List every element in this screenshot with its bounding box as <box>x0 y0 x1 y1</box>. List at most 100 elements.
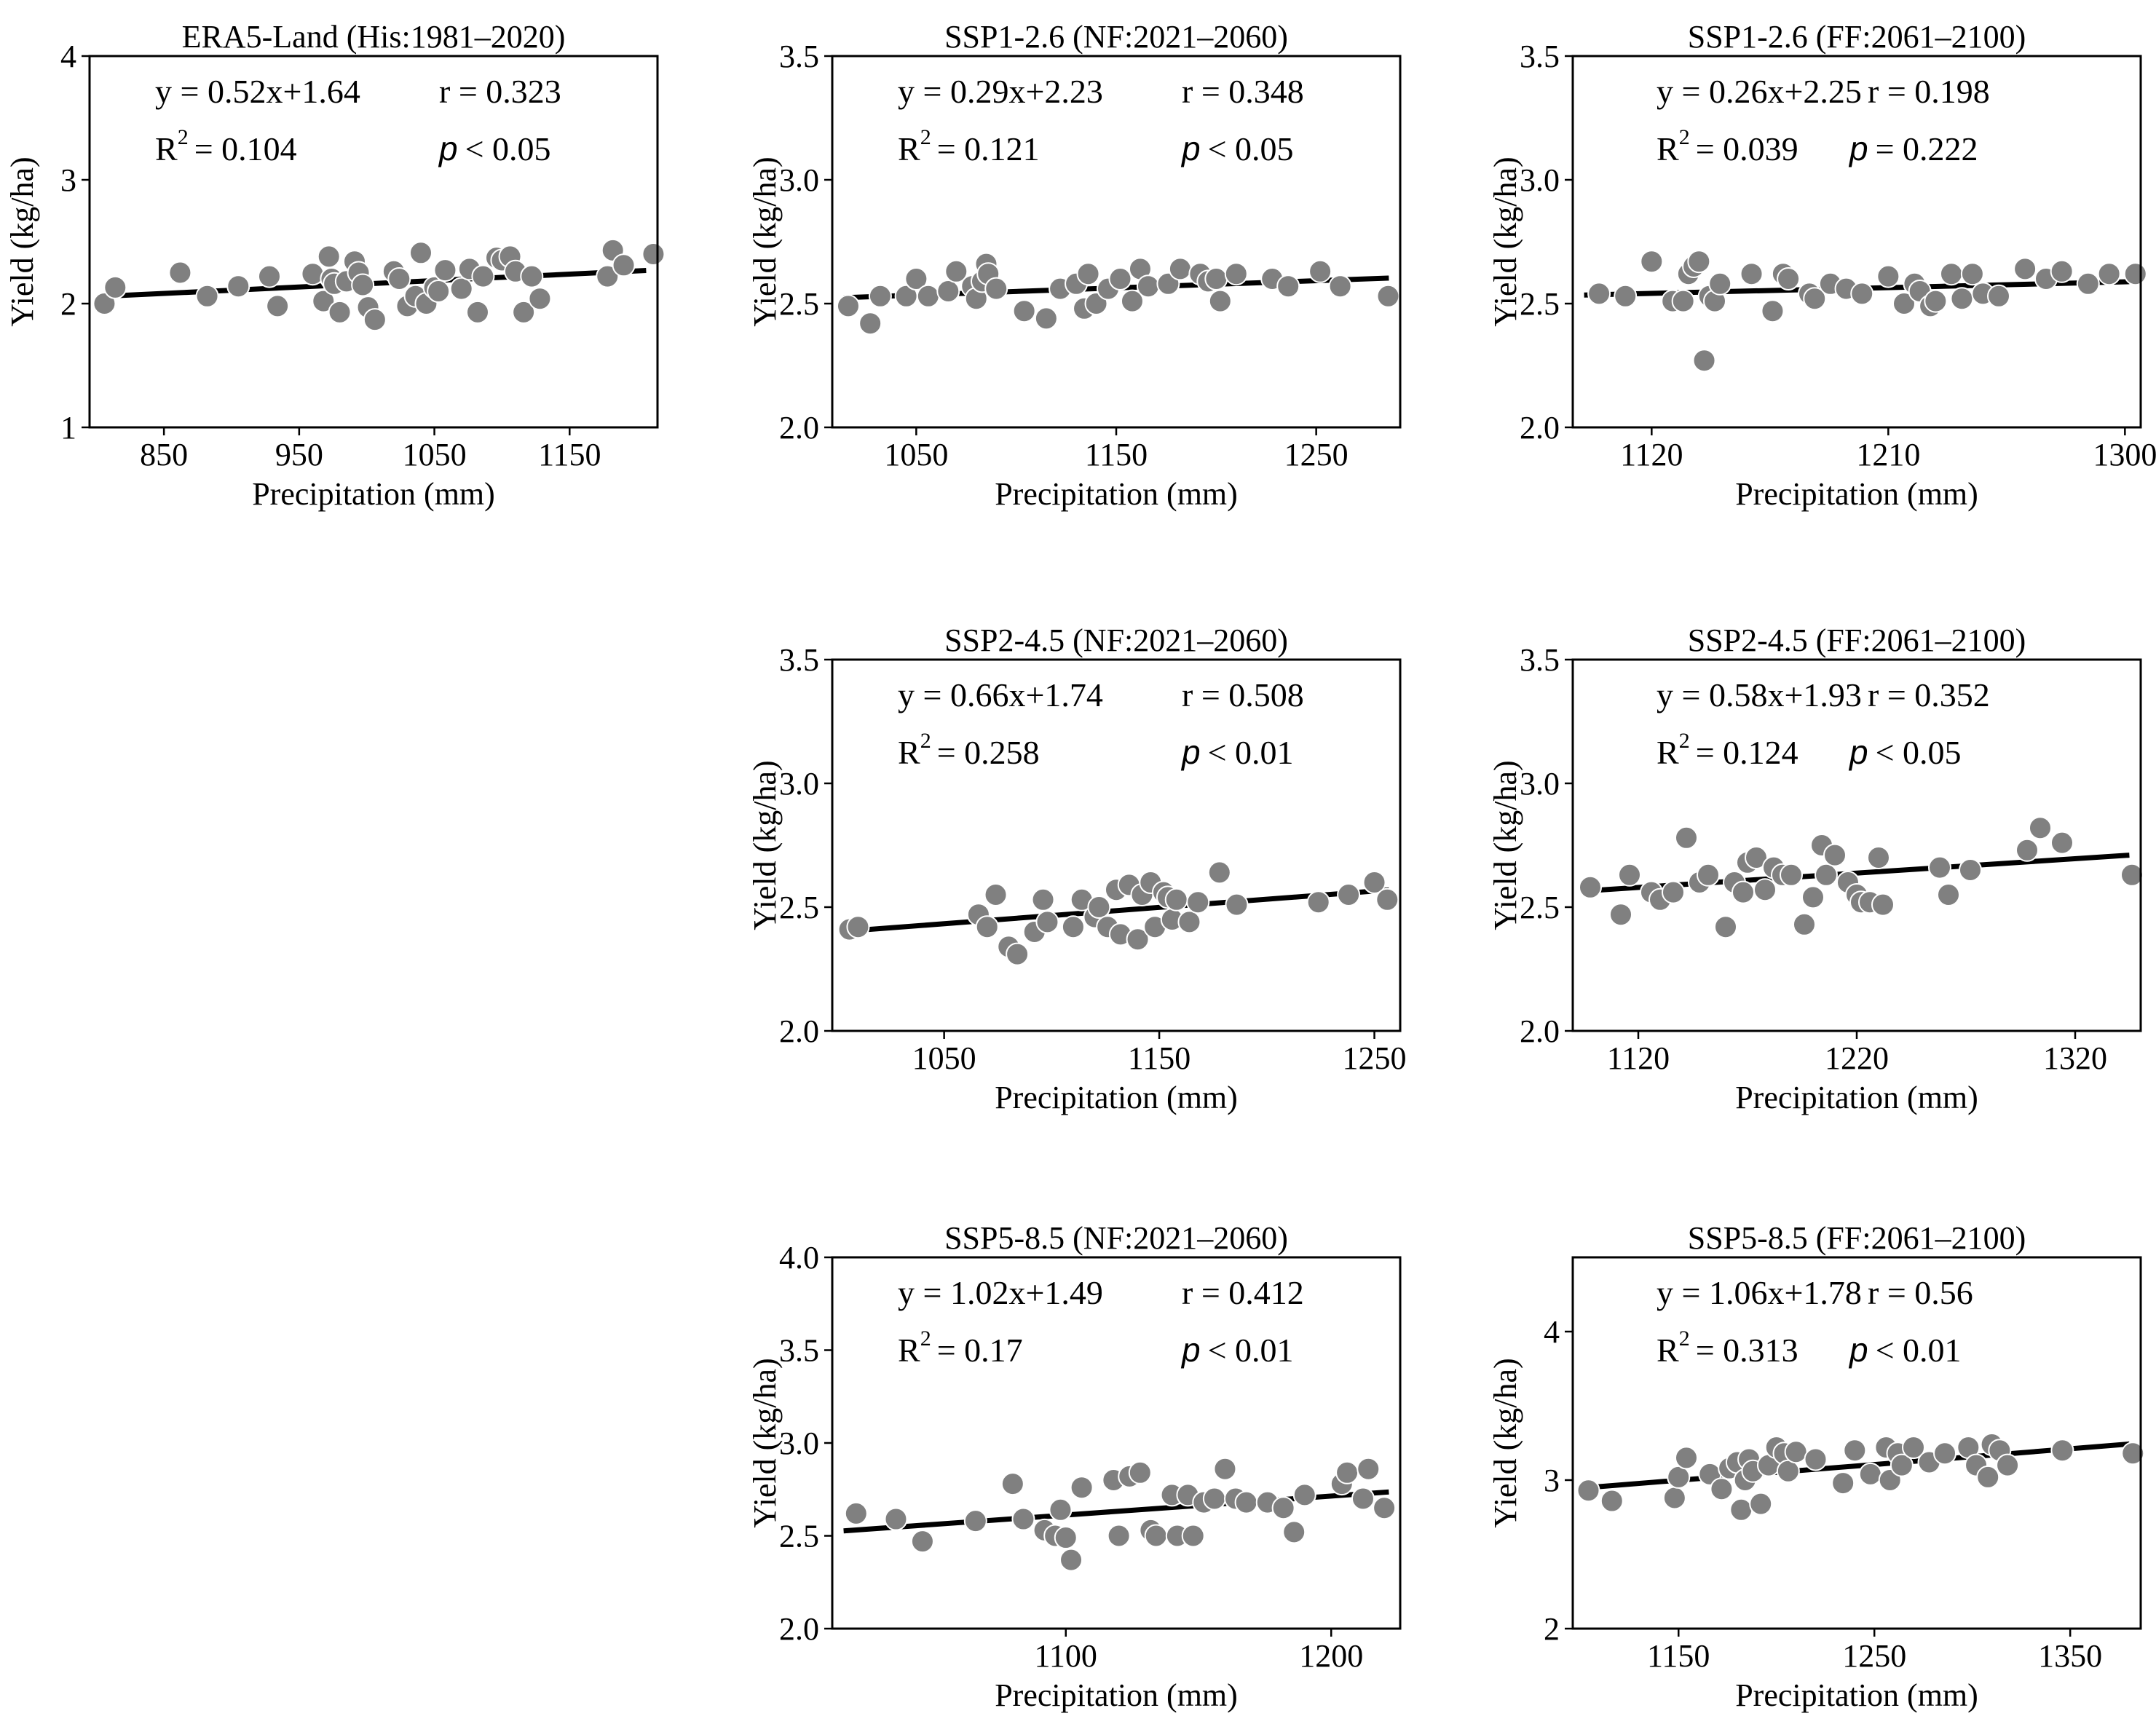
data-point <box>1059 1548 1083 1572</box>
correlation-r: r = 0.56 <box>1868 1274 1973 1311</box>
data-point <box>1671 289 1695 313</box>
plot-frame <box>831 658 1402 1032</box>
data-point <box>1780 863 1803 887</box>
data-point <box>1950 287 1974 311</box>
p-value: p < 0.01 <box>1180 1331 1294 1369</box>
data-point <box>1034 307 1058 331</box>
data-point <box>963 1509 987 1533</box>
data-point <box>1850 282 1874 306</box>
data-point <box>1108 267 1132 290</box>
data-point <box>466 300 489 324</box>
x-axis-label: Precipitation (mm) <box>1735 1080 1978 1115</box>
x-axis-label: Precipitation (mm) <box>995 476 1238 512</box>
chart-title: SSP5-8.5 (FF:2061–2100) <box>1688 1220 2026 1256</box>
y-tick-label: 2.5 <box>779 1519 819 1554</box>
data-point <box>266 294 290 318</box>
data-point <box>1335 1460 1359 1484</box>
regression-equation: y = 0.26x+2.25 <box>1657 73 1862 110</box>
y-tick-label: 2.5 <box>1520 286 1560 322</box>
x-tick-label: 1050 <box>912 1040 976 1076</box>
data-point <box>2013 257 2037 281</box>
data-point <box>328 300 352 324</box>
chart-title: SSP1-2.6 (FF:2061–2100) <box>1688 19 2026 55</box>
x-tick-label: 1300 <box>2093 437 2156 472</box>
r-squared: R2 = 0.104 <box>155 125 297 167</box>
data-point <box>1282 1520 1306 1544</box>
data-point <box>1276 274 1300 298</box>
data-point <box>1054 1526 1078 1550</box>
y-tick-label: 3.5 <box>779 39 819 74</box>
data-point <box>1714 915 1737 939</box>
data-point <box>846 915 870 939</box>
data-point <box>944 259 968 283</box>
x-tick-label: 1050 <box>403 437 467 472</box>
data-point <box>1662 880 1685 904</box>
plot-frame <box>1571 1256 2142 1630</box>
data-point <box>528 287 552 311</box>
data-point <box>363 308 387 332</box>
data-point <box>103 275 127 299</box>
y-tick-label: 3.5 <box>1520 642 1560 678</box>
y-tick-label: 2.0 <box>1520 1013 1560 1049</box>
x-tick-label: 850 <box>140 437 188 472</box>
data-point <box>1012 299 1036 323</box>
regression-line <box>843 887 1389 934</box>
y-tick-label: 2.5 <box>779 890 819 925</box>
data-point <box>1076 262 1100 286</box>
data-point <box>2050 831 2074 855</box>
data-point <box>836 294 860 318</box>
data-point <box>1777 267 1801 290</box>
x-tick-label: 1320 <box>2043 1040 2107 1076</box>
y-axis-label: Yield (kg/ha) <box>4 157 40 326</box>
regression-equation: y = 0.52x+1.64 <box>155 73 360 110</box>
data-point <box>984 277 1008 301</box>
data-point <box>195 284 219 308</box>
data-point <box>1729 1498 1753 1522</box>
r-squared: R2 = 0.17 <box>898 1326 1023 1369</box>
data-point <box>226 274 250 298</box>
data-point <box>612 253 636 277</box>
data-point <box>858 312 882 336</box>
p-value: p < 0.01 <box>1848 1331 1962 1369</box>
data-point <box>1181 1524 1205 1548</box>
data-point <box>1867 846 1890 869</box>
data-point <box>1692 349 1716 373</box>
data-point <box>1164 887 1188 912</box>
y-tick-label: 3 <box>1544 1463 1560 1498</box>
regression-equation: y = 0.29x+2.23 <box>898 73 1103 110</box>
data-point <box>1940 262 1963 286</box>
data-point <box>1823 843 1847 867</box>
data-point <box>1224 262 1248 286</box>
r-squared: R2 = 0.039 <box>1657 125 1798 167</box>
y-tick-label: 3.5 <box>779 1333 819 1369</box>
data-point <box>904 267 928 290</box>
data-point <box>1011 1507 1035 1531</box>
data-point <box>1362 871 1386 894</box>
data-point <box>1035 910 1059 934</box>
plot-frame <box>1571 55 2142 429</box>
x-axis-label: Precipitation (mm) <box>995 1080 1238 1115</box>
data-point <box>1186 890 1210 914</box>
data-point <box>1087 895 1111 919</box>
x-tick-label: 1120 <box>1620 437 1683 472</box>
chart-title: SSP5-8.5 (NF:2021–2060) <box>944 1220 1288 1256</box>
data-point <box>1618 863 1641 887</box>
data-point <box>1675 826 1698 850</box>
x-tick-label: 1150 <box>1085 437 1148 472</box>
data-point <box>92 292 117 315</box>
data-point <box>1675 1446 1698 1470</box>
data-point <box>1976 1465 2000 1489</box>
data-point <box>1202 1487 1226 1511</box>
data-point <box>1858 1462 1882 1486</box>
data-point <box>1662 1486 1686 1510</box>
data-point <box>427 280 451 303</box>
data-point <box>1357 1457 1381 1481</box>
plot-frame <box>831 55 1402 429</box>
p-value: p = 0.222 <box>1848 130 1978 167</box>
chart-panel-6: 1100 1200 2.0 2.5 3.0 3.5 4.0 SSP5-8.5 (NF:2021… <box>747 1220 1402 1713</box>
data-point <box>2050 1439 2074 1463</box>
data-point <box>1928 855 1951 879</box>
r-squared: R2 = 0.313 <box>1657 1326 1798 1369</box>
plot-frame <box>831 1256 1402 1630</box>
x-tick-label: 1250 <box>1343 1040 1407 1076</box>
